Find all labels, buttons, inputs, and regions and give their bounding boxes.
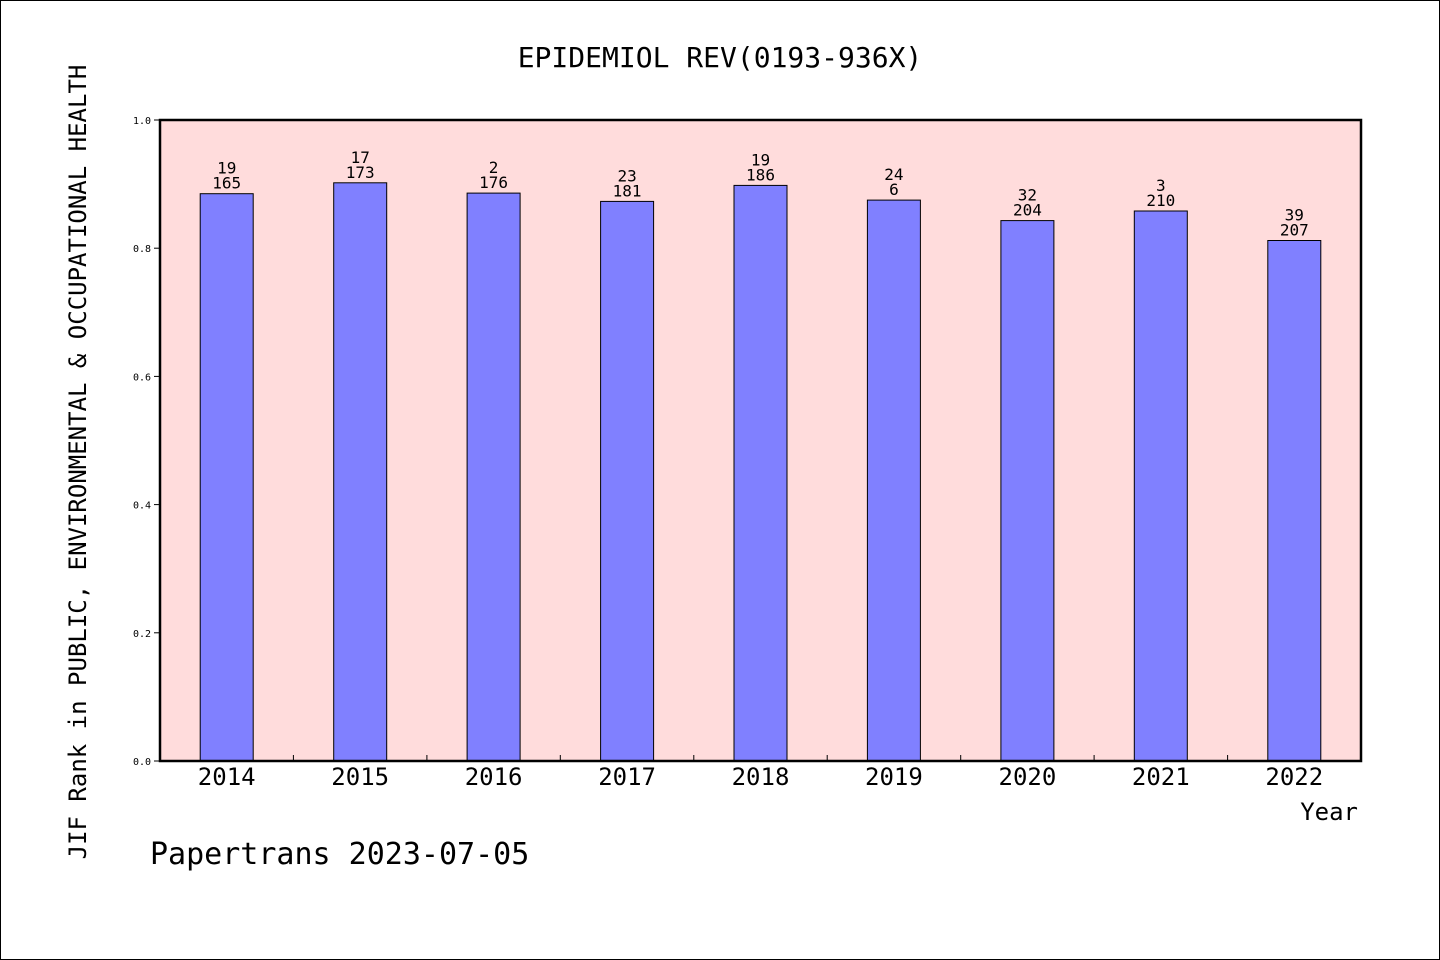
- x-tick-label-2014: 2014: [198, 763, 256, 791]
- x-tick-label-2018: 2018: [732, 763, 790, 791]
- bar-2018: [733, 184, 788, 762]
- y-tick-label-1.0: 1.0: [133, 116, 151, 127]
- x-tick-label-2021: 2021: [1132, 763, 1190, 791]
- bar-rank-label-2022: 39: [1285, 206, 1304, 225]
- bar-rank-label-2019: 24: [884, 165, 903, 184]
- bar-total-label-2018: 186: [746, 165, 775, 184]
- y-axis-label: JIF Rank in PUBLIC, ENVIRONMENTAL & OCCU…: [64, 65, 92, 860]
- bar-total-label-2020: 204: [1013, 201, 1042, 220]
- bar-2019: [866, 199, 921, 762]
- bar-total-label-2019: 6: [889, 180, 899, 199]
- y-tick-label-0.0: 0.0: [133, 757, 151, 768]
- x-tick-label-2022: 2022: [1265, 763, 1323, 791]
- x-tick-label-2016: 2016: [465, 763, 523, 791]
- y-axis: 0.0 0.2 0.4 0.6 0.8 1.0: [133, 116, 160, 768]
- plot-border: [158, 118, 1363, 763]
- x-axis: 2014 2015 2016 2017 2018 2019 2020 2021 2022: [198, 755, 1323, 791]
- bar-2021: [1133, 210, 1188, 762]
- bar-total-label-2021: 210: [1146, 191, 1175, 210]
- bar-2016: [466, 192, 521, 762]
- bar-rank-label-2014: 19: [217, 159, 236, 178]
- bar-total-label-2017: 181: [613, 181, 642, 200]
- bar-2014: [199, 193, 254, 762]
- y-tick-label-0.8: 0.8: [133, 244, 151, 255]
- bar-rank-label-2020: 32: [1018, 186, 1037, 205]
- footer-credit: Papertrans 2023-07-05: [150, 837, 529, 872]
- x-axis-label: Year: [1300, 798, 1358, 826]
- bar-rank-label-2017: 23: [617, 166, 636, 185]
- bar-rank-label-2016: 2: [489, 158, 499, 177]
- y-tick-label-0.2: 0.2: [133, 629, 151, 640]
- chart-title: EPIDEMIOL REV(0193-936X): [518, 41, 923, 74]
- bar-total-label-2015: 173: [346, 163, 375, 182]
- bar-2015: [333, 182, 388, 762]
- x-tick-label-2019: 2019: [865, 763, 923, 791]
- y-tick-label-0.6: 0.6: [133, 372, 151, 383]
- bar-rank-label-2015: 17: [351, 148, 370, 167]
- x-tick-label-2017: 2017: [598, 763, 656, 791]
- x-tick-label-2020: 2020: [999, 763, 1057, 791]
- bars-group: [199, 182, 1322, 762]
- bar-total-label-2014: 165: [212, 174, 241, 193]
- y-tick-label-0.4: 0.4: [133, 501, 151, 512]
- bar-total-label-2022: 207: [1280, 221, 1309, 240]
- bar-rank-label-2018: 19: [751, 150, 770, 169]
- x-tick-label-2015: 2015: [331, 763, 389, 791]
- bar-2022: [1267, 240, 1322, 762]
- bar-rank-label-2021: 3: [1156, 176, 1166, 195]
- bar-2017: [600, 200, 655, 762]
- bar-total-label-2016: 176: [479, 173, 508, 192]
- bar-2020: [1000, 220, 1055, 762]
